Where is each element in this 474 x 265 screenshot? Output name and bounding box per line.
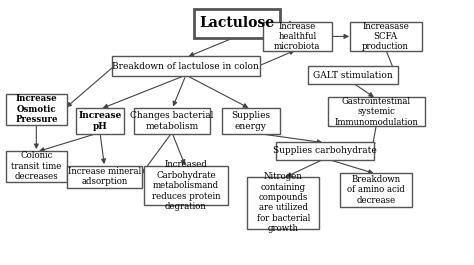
FancyBboxPatch shape	[75, 108, 124, 134]
Text: Increase
pH: Increase pH	[78, 111, 122, 131]
Text: Supplies carbohydrate: Supplies carbohydrate	[273, 146, 377, 155]
Text: GALT stimulation: GALT stimulation	[313, 71, 393, 80]
FancyBboxPatch shape	[276, 142, 374, 160]
FancyBboxPatch shape	[67, 166, 142, 188]
FancyBboxPatch shape	[350, 22, 422, 51]
Text: Increased
Carbohydrate
metabolismand
reduces protein
degration: Increased Carbohydrate metabolismand red…	[152, 160, 220, 211]
Text: Breakdown of lactulose in colon: Breakdown of lactulose in colon	[112, 62, 259, 71]
FancyBboxPatch shape	[247, 177, 319, 229]
FancyBboxPatch shape	[340, 173, 412, 206]
FancyBboxPatch shape	[194, 9, 280, 38]
Text: Gastrointestinal
systemic
Immunomodulation: Gastrointestinal systemic Immunomodulati…	[335, 97, 418, 127]
FancyBboxPatch shape	[263, 22, 332, 51]
Text: Colonic
transit time
decreases: Colonic transit time decreases	[11, 151, 62, 181]
FancyBboxPatch shape	[222, 108, 280, 134]
Text: Increase
healthful
microbiota: Increase healthful microbiota	[274, 21, 320, 51]
FancyBboxPatch shape	[134, 108, 210, 134]
FancyBboxPatch shape	[111, 56, 260, 76]
Text: Supplies
energy: Supplies energy	[231, 111, 271, 131]
Text: Increase mineral
adsorption: Increase mineral adsorption	[68, 167, 141, 186]
FancyBboxPatch shape	[144, 166, 228, 205]
Text: Changes bacterial
metabolism: Changes bacterial metabolism	[130, 111, 214, 131]
Text: Breakdown
of amino acid
decrease: Breakdown of amino acid decrease	[347, 175, 405, 205]
FancyBboxPatch shape	[308, 66, 399, 85]
Text: Nitrogen
containing
compounds
are utilized
for bacterial
growth: Nitrogen containing compounds are utiliz…	[257, 172, 310, 233]
Text: Increasase
SCFA
production: Increasase SCFA production	[362, 21, 409, 51]
FancyBboxPatch shape	[328, 98, 425, 126]
Text: Lactulose: Lactulose	[200, 16, 274, 30]
FancyBboxPatch shape	[6, 94, 66, 125]
FancyBboxPatch shape	[6, 151, 66, 182]
Text: Increase
Osmotic
Pressure: Increase Osmotic Pressure	[15, 94, 57, 124]
